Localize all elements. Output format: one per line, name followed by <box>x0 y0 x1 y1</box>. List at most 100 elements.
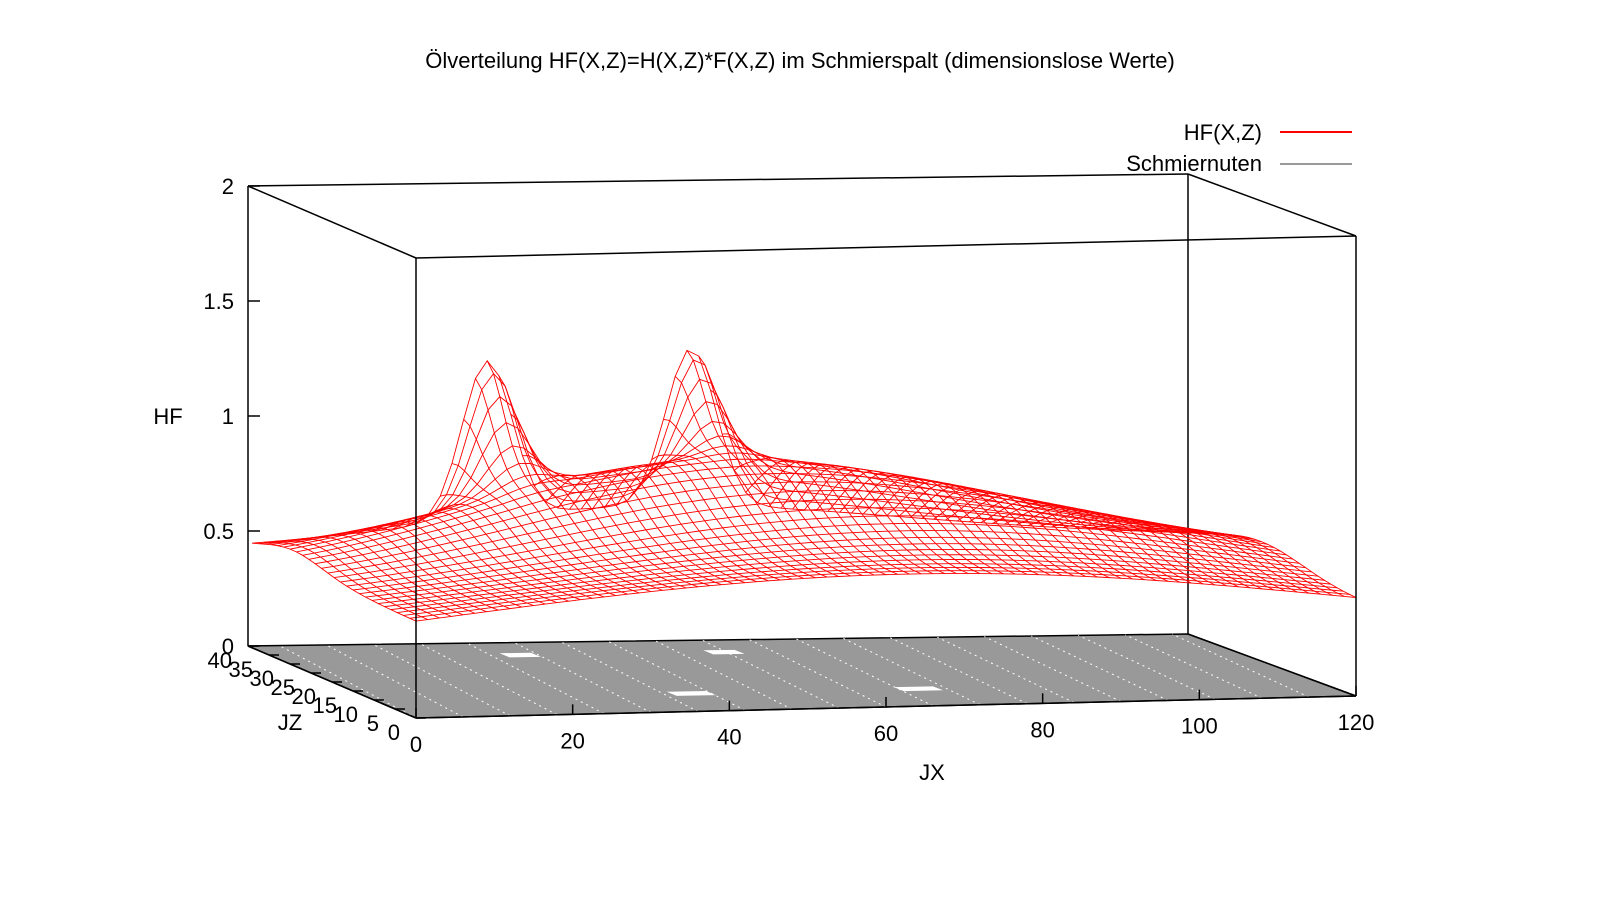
surface-line-jx <box>1039 510 1204 585</box>
x-tick-label: 0 <box>410 732 422 757</box>
surface-line-jx <box>322 532 487 613</box>
z-tick-label: 1 <box>222 404 234 429</box>
surface-line-jx <box>428 503 593 599</box>
legend: HF(X,Z) Schmiernuten <box>1126 120 1352 176</box>
surface-line-jx <box>569 470 734 585</box>
z-axis-label: HF <box>153 404 182 429</box>
surface-line-jx <box>1168 531 1333 596</box>
surface-line-jx <box>780 463 945 574</box>
z-tick-label: 0 <box>222 634 234 659</box>
surface-line-jx <box>486 360 652 593</box>
surface-line-jx <box>498 375 663 591</box>
surface-line-jx <box>616 462 781 581</box>
y-tick-label: 10 <box>334 702 358 727</box>
surface-line-jx <box>862 476 1028 575</box>
surface-line-jx <box>1109 523 1274 591</box>
base-grid-line <box>890 637 1028 705</box>
surface-line-jx <box>252 542 417 622</box>
surface-line-jx <box>1004 504 1169 582</box>
surface-line-jx <box>992 501 1157 581</box>
surface-line-jx <box>686 350 851 577</box>
surface-line-jx <box>557 472 722 586</box>
surface-line-jx <box>604 464 769 582</box>
base-grid-line <box>467 642 605 715</box>
surface-line-jx <box>463 419 628 595</box>
surface-line-jx <box>639 459 804 579</box>
surface-line-jx <box>722 433 887 576</box>
surface-line-jz <box>283 435 1224 548</box>
base-grid-line <box>843 637 981 706</box>
surface-line-jx <box>416 508 581 601</box>
surface-line-jx <box>651 454 816 579</box>
x-tick-label: 100 <box>1181 714 1218 739</box>
z-tick-label: 1.5 <box>203 289 234 314</box>
surface-line-jx <box>357 523 522 608</box>
surface-line-jx <box>1051 513 1216 586</box>
x-axis-label: JX <box>919 760 945 785</box>
surface-line-jx <box>792 465 957 574</box>
base-grid-line <box>984 636 1122 702</box>
base-grid-line <box>1219 633 1357 697</box>
base-plane <box>247 633 1357 719</box>
base-grid-line <box>279 645 417 719</box>
base-grid-line <box>1172 633 1310 698</box>
surface-line-jx <box>1121 525 1286 592</box>
y-tick-label: 30 <box>250 666 274 691</box>
y-tick-label: 0 <box>388 720 400 745</box>
base-grid-line <box>1125 634 1263 699</box>
z-tick-label: 0.5 <box>203 519 234 544</box>
surface-line-jx <box>369 520 534 607</box>
bounding-box-back <box>247 173 1357 646</box>
base-grid-line <box>655 640 793 710</box>
surface-line-jx <box>475 378 640 594</box>
surface-line-jx <box>287 538 452 617</box>
base-grid-line <box>561 641 699 712</box>
base-grid-line <box>749 639 887 708</box>
surface-line-jx <box>815 468 981 574</box>
surface-line-jx <box>980 499 1145 581</box>
surface-line-jx <box>1027 508 1192 584</box>
x-tick-label: 80 <box>1030 717 1054 742</box>
box-edge <box>247 185 417 259</box>
surface-line-jx <box>968 497 1133 580</box>
base-grid-line <box>373 643 511 717</box>
surface-line-jx <box>674 376 840 577</box>
surface-line-jx <box>804 466 969 574</box>
legend-label-hf: HF(X,Z) <box>1184 120 1262 145</box>
surface-line-jx <box>545 474 710 587</box>
surface-line-jz <box>296 452 1237 553</box>
surface-line-jx <box>592 466 757 583</box>
surface-line-jx <box>733 457 898 575</box>
y-tick-label: 20 <box>292 684 316 709</box>
box-edge <box>247 173 1189 187</box>
surface-line-jx <box>1074 517 1239 588</box>
surface-line-jx <box>663 418 828 578</box>
surface-line-jx <box>933 490 1098 578</box>
x-tick-label: 120 <box>1338 710 1375 735</box>
base-grid-line <box>326 644 464 718</box>
x-tick-label: 20 <box>560 728 584 753</box>
surface-wireframe <box>252 349 1357 622</box>
surface-line-jx <box>440 494 605 598</box>
surface-line-jx <box>392 514 558 604</box>
surface-line-jx <box>510 413 675 590</box>
surface-line-jx <box>874 478 1039 576</box>
base-grid-line <box>1078 634 1216 700</box>
surface-line-jx <box>275 540 440 619</box>
surface-line-jx <box>533 474 699 588</box>
surface-line-jx <box>886 480 1051 576</box>
surface-line-jx <box>263 541 428 620</box>
groove <box>666 690 716 696</box>
box-edge <box>415 235 1357 259</box>
base-grid-line <box>1031 635 1169 701</box>
base-grid-line <box>937 636 1075 704</box>
surface-line-jx <box>945 492 1110 579</box>
box-edge <box>1187 633 1357 697</box>
y-tick-label: 5 <box>367 711 379 736</box>
base-grid-line <box>420 643 558 716</box>
surface-line-jx <box>627 461 793 580</box>
surface-line-jx <box>1015 506 1180 583</box>
surface-line-jx <box>757 461 922 575</box>
